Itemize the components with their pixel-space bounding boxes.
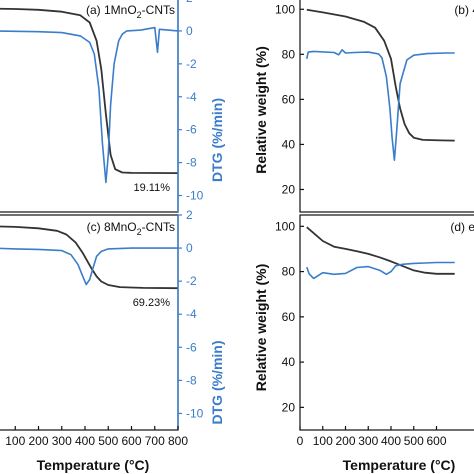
panel-c-weight-line [0,225,179,290]
panel-d-left-tick-label: 20 [282,400,296,414]
panel-d-x-tick-label: 0 [297,434,304,448]
panel-a-dtg-line [0,26,179,184]
panel-c-dtg-line [0,247,178,286]
panel-d-left-axis-title: Relative weight (%) [253,264,269,392]
panel-b-left-tick-label: 60 [282,92,296,106]
panel-c-tag: (c) 8MnO2-CNTs [87,220,175,237]
panel-d-tag-main: (d) e- [450,220,474,234]
panel-c-right-tick-label: 2 [186,208,193,222]
panel-b: 20 40 60 80 100 Relative weight (%) (b) 4 [253,0,474,213]
panel-b-left-tick-label: 100 [275,2,295,16]
panel-c-x-tick-label: 400 [75,434,95,448]
panel-d-left-tick-label: 100 [275,219,295,233]
panel-c-right-tick-label: -4 [186,307,197,321]
panel-a-right-tick-label: -2 [186,57,197,71]
panel-b-left-axis-title: Relative weight (%) [253,46,269,174]
panel-c-right-tick-label: -2 [186,274,197,288]
panel-d-left-tick-label: 80 [282,265,296,279]
panel-d-x-tick-label: 500 [404,434,424,448]
panel-a-right-tick-label: 0 [186,24,193,38]
panel-d-x-tick-label: 300 [358,434,378,448]
panel-d-x-tick-label: 200 [335,434,355,448]
panel-c-residual-label: 69.23% [133,297,171,309]
panel-b-tag: (b) 4 [454,3,474,17]
panel-c-tag-suffix: -CNTs [142,220,175,234]
panel-c-right-tick-label: 0 [186,241,193,255]
panel-c-x-axis-title: Temperature (°C) [37,457,150,473]
panel-c-x-tick-label: 300 [52,434,72,448]
panel-a-tag: (a) 1MnO2-CNTs [86,3,175,20]
panel-a-right-tick-label: -6 [186,123,197,137]
panel-c-right-tick-label: -6 [186,340,197,354]
panel-b-left-tick-label: 80 [282,47,296,61]
panel-d-tag: (d) e- [450,220,474,234]
panel-c-x-tick-label: 800 [168,434,188,448]
panel-b-dtg-line [306,49,455,161]
panel-c-frame [0,214,179,431]
panel-d-x-tick-label: 100 [313,434,333,448]
panel-c-right-tick-label: -10 [186,406,204,420]
panel-c-x-tick-label: 200 [28,434,48,448]
panel-c-right-axis-title: DTG (%/min) [209,341,225,425]
panel-d-left-tick-label: 60 [282,310,296,324]
panel-b-frame [299,0,474,213]
panel-d-left-tick-label: 40 [282,355,296,369]
panel-a-right-tick-label: -4 [186,90,197,104]
panel-c-x-tick-label: 500 [98,434,118,448]
panel-c-x-tick-label: 600 [121,434,141,448]
panel-a-right-tick-label: -10 [186,189,204,203]
panel-c-tag-subscript: 2 [137,227,142,237]
panel-d-x-tick-label: 400 [381,434,401,448]
panel-d-dtg-line [306,261,455,280]
panel-a-tag-main: (a) 1MnO [86,3,137,17]
panel-a-right-axis-title: DTG (%/min) [209,98,225,182]
panel-c-right-tick-label: -8 [186,373,197,387]
panel-a-right-tick-label: 2 [186,0,193,5]
panel-a-tag-subscript: 2 [137,10,142,20]
panel-a-tag-suffix: -CNTs [142,3,175,17]
panel-a-residual-label: 19.11% [134,182,171,194]
panel-c-x-tick-label: 100 [5,434,25,448]
panel-d-weight-line [306,226,455,275]
panel-b-weight-line [306,8,455,142]
panel-c-tag-main: (c) 8MnO [87,220,137,234]
panel-a-weight-line [0,7,179,174]
panel-c-x-tick-label: 700 [145,434,165,448]
panel-d-x-tick-label: 600 [426,434,446,448]
panel-b-left-tick-label: 20 [282,182,296,196]
panel-d-frame [299,214,474,431]
panel-b-left-tick-label: 40 [282,137,296,151]
panel-d-x-axis-title: Temperature (°C) [343,457,456,473]
panel-a-right-tick-label: -8 [186,156,197,170]
panel-b-tag-main: (b) 4 [454,3,474,17]
